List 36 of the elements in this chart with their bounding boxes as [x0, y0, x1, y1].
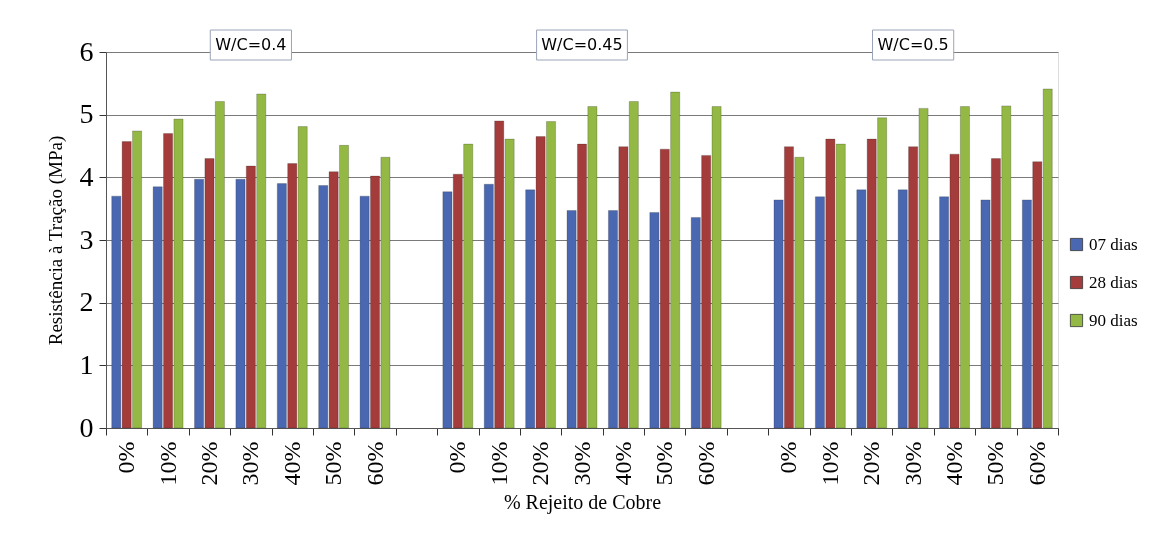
y-tick-label: 2: [79, 286, 94, 318]
y-tick-label: 3: [79, 223, 94, 255]
legend-label: 28 dias: [1089, 272, 1138, 292]
y-tick-label: 0: [79, 411, 94, 443]
x-tick-label: 50%: [982, 441, 1009, 486]
x-tick-label: 60%: [361, 441, 388, 486]
annotation: W/C=0.45: [541, 35, 623, 54]
x-tick-label: 50%: [651, 441, 678, 486]
y-tick-label: 5: [79, 98, 94, 130]
x-tick-label: 40%: [609, 441, 636, 486]
x-tick-label: 40%: [941, 441, 968, 486]
x-tick-label: 30%: [899, 441, 926, 486]
legend-label: 07 dias: [1089, 234, 1138, 254]
annotation: W/C=0.5: [877, 35, 949, 54]
y-tick-label: 4: [79, 160, 94, 192]
x-tick-label: 30%: [237, 441, 264, 486]
x-tick-label: 0%: [113, 441, 140, 474]
annotation: W/C=0.4: [215, 35, 287, 54]
x-tick-label: 20%: [195, 441, 222, 486]
legend-label: 90 dias: [1089, 310, 1138, 330]
x-tick-label: 30%: [568, 441, 595, 486]
x-tick-label: 10%: [154, 441, 181, 486]
x-tick-label: 20%: [858, 441, 885, 486]
x-tick-label: 0%: [775, 441, 802, 474]
x-axis-title: % Rejeito de Cobre: [503, 491, 662, 515]
x-tick-label: 40%: [278, 441, 305, 486]
x-tick-label: 0%: [444, 441, 471, 474]
y-axis-title: Resistência à Tração (MPa): [44, 135, 67, 346]
x-tick-label: 50%: [320, 441, 347, 486]
x-tick-label: 60%: [1023, 441, 1050, 486]
x-tick-label: 60%: [692, 441, 719, 486]
x-tick-label: 10%: [485, 441, 512, 486]
x-tick-label: 20%: [527, 441, 554, 486]
y-tick-label: 1: [79, 348, 94, 380]
x-tick-label: 10%: [816, 441, 843, 486]
y-tick-label: 6: [79, 35, 94, 67]
